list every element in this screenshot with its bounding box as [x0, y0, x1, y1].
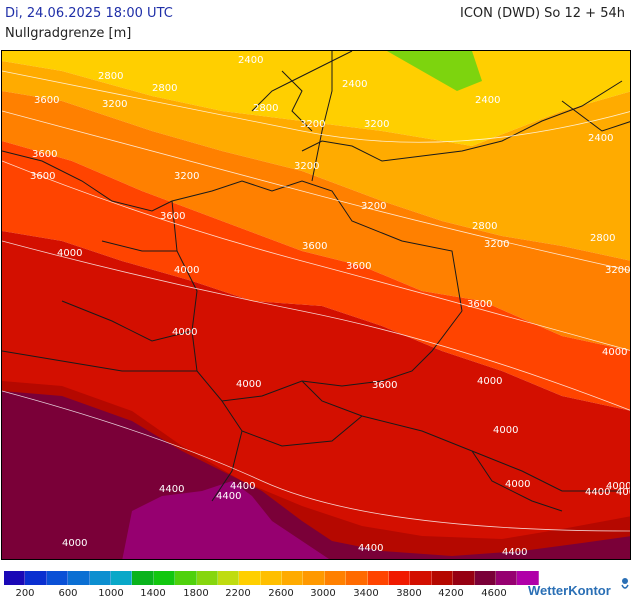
legend-swatch: [303, 571, 325, 585]
model-run: ICON (DWD) So 12 + 54h: [460, 6, 625, 21]
contour-label: 4400: [159, 484, 184, 495]
legend-tick-label: 1400: [140, 588, 166, 599]
legend-swatch: [517, 571, 539, 585]
contour-label: 3600: [30, 171, 55, 182]
legend-tick-label: 2600: [268, 588, 294, 599]
legend-swatch: [46, 571, 69, 585]
legend-swatch: [346, 571, 368, 585]
legend-swatch: [453, 571, 475, 585]
isolines: [2, 70, 630, 532]
legend-swatch: [68, 571, 90, 585]
contour-label: 4000: [602, 347, 627, 358]
contour-label: 3200: [174, 171, 199, 182]
contour-label: 3600: [32, 149, 57, 160]
legend-tick-label: 200: [15, 588, 35, 599]
map-svg: 2800 2400 2800 2400 2800 3600 3200 3200 3200 2400…: [2, 51, 631, 559]
contour-label: 4400: [230, 481, 255, 492]
contour-label: 3200: [294, 161, 319, 172]
contour-label: 2400: [475, 95, 500, 106]
contour-label: 3600: [372, 380, 397, 391]
contour-label: 4400: [358, 543, 383, 554]
legend-swatch: [153, 571, 176, 585]
legend-tick-label: 3000: [310, 588, 336, 599]
contour-label: 3200: [102, 99, 127, 110]
band-4600: [122, 481, 329, 559]
contour-label: 2800: [472, 221, 497, 232]
contour-label: 4000: [236, 379, 261, 390]
legend-swatch: [474, 571, 496, 585]
green-patch: [387, 51, 482, 91]
brand-icon: [621, 578, 629, 589]
contour-label: 2400: [238, 55, 263, 66]
contour-label: 2800: [98, 71, 123, 82]
legend-swatch: [110, 571, 133, 585]
contour-label: 2800: [590, 233, 615, 244]
contour-label: 4000: [493, 425, 518, 436]
legend-tick-label: 4600: [481, 588, 507, 599]
contour-label: 4000: [57, 248, 82, 259]
contour-label: 3200: [364, 119, 389, 130]
legend-swatch: [389, 571, 411, 585]
contour-label: 4000: [172, 327, 197, 338]
legend-swatch: [175, 571, 197, 585]
contour-label: 3600: [160, 211, 185, 222]
contour-label: 2400: [342, 79, 367, 90]
country-borders: [2, 51, 630, 512]
legend-swatch: [89, 571, 111, 585]
band-3200: [2, 91, 630, 351]
legend-swatch: [431, 571, 454, 585]
legend-swatch: [132, 571, 154, 585]
contour-label: 4400: [216, 491, 241, 502]
contour-label: 2400: [588, 133, 613, 144]
legend-swatch: [217, 571, 240, 585]
contour-label: 4000: [174, 265, 199, 276]
contour-label: 3600: [302, 241, 327, 252]
coastlines: [2, 51, 623, 212]
contour-label: 4400: [502, 547, 527, 558]
contour-label: 4000: [606, 481, 631, 492]
legend-tick-label: 600: [58, 588, 78, 599]
legend-tick-label: 3800: [396, 588, 422, 599]
brand-logo-text: WetterKontor: [528, 583, 611, 598]
legend-tick-label: 1800: [183, 588, 209, 599]
legend-tick-label: 4200: [438, 588, 464, 599]
contour-label: 3200: [300, 119, 325, 130]
freezing-level-map: 2800 2400 2800 2400 2800 3600 3200 3200 3200 2400…: [1, 50, 631, 560]
valid-time: Di, 24.06.2025 18:00 UTC: [5, 6, 173, 21]
contour-label: 3200: [484, 239, 509, 250]
legend-swatch: [282, 571, 304, 585]
contour-label: 2800: [253, 103, 278, 114]
parameter-title: Nullgradgrenze [m]: [5, 26, 132, 41]
contour-label: 4400: [585, 487, 610, 498]
contour-label: 3600: [467, 299, 492, 310]
contour-label: 4000: [477, 376, 502, 387]
color-legend: [4, 571, 539, 585]
legend-swatch: [410, 571, 432, 585]
contour-label: 3200: [605, 265, 630, 276]
legend-swatch: [196, 571, 218, 585]
contour-labels: 2800 2400 2800 2400 2800 3600 3200 3200 3200 2400…: [30, 55, 631, 558]
legend-tick-label: 2200: [225, 588, 251, 599]
band-3600: [2, 141, 630, 411]
contour-label: 2800: [152, 83, 177, 94]
legend-swatch: [260, 571, 283, 585]
legend-swatch: [324, 571, 347, 585]
contour-label: 4000: [505, 479, 530, 490]
legend-swatch: [367, 571, 390, 585]
legend-swatch: [25, 571, 47, 585]
legend-swatch: [4, 571, 26, 585]
legend-tick-label: 1000: [98, 588, 124, 599]
contour-label: 3600: [34, 95, 59, 106]
legend-swatch: [495, 571, 518, 585]
contour-label: 4000: [616, 487, 631, 498]
contour-label: 3200: [361, 201, 386, 212]
legend-swatch: [239, 571, 261, 585]
legend-tick-label: 3400: [353, 588, 379, 599]
contour-label: 4000: [62, 538, 87, 549]
contour-label: 3600: [346, 261, 371, 272]
